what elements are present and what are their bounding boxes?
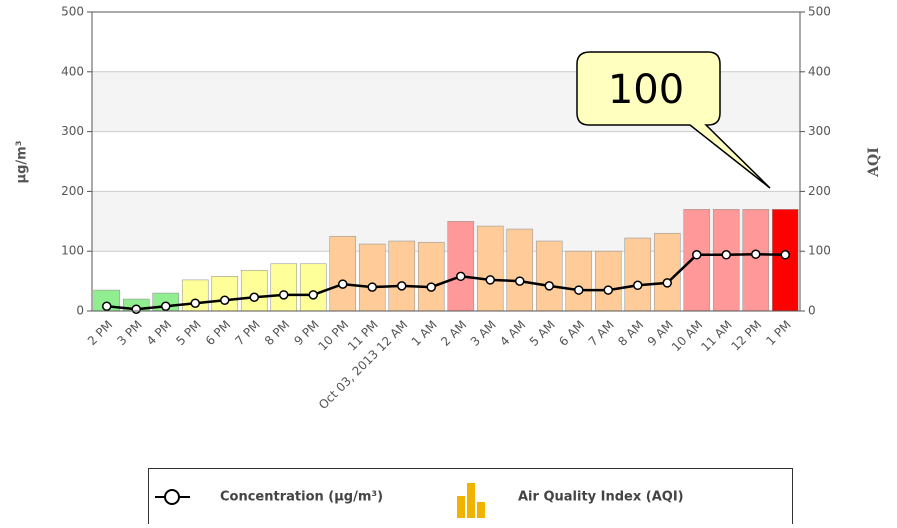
x-tick-label: 3 PM (114, 318, 144, 348)
line (106, 252, 786, 311)
legend-label: Concentration (µg/m³) (220, 490, 383, 505)
bar (506, 228, 534, 312)
point (485, 275, 495, 285)
point (721, 250, 731, 260)
x-tick-label: 4 AM (497, 318, 528, 349)
legend-label: Air Quality Index (AQI) (518, 490, 684, 505)
point (662, 278, 672, 288)
y2-tick-label: 100 (808, 244, 831, 258)
bar (211, 276, 239, 312)
legend-bar-icon (457, 496, 465, 518)
point (131, 304, 141, 314)
bar (712, 209, 740, 312)
y-tick-label: 0 (76, 304, 84, 318)
bar (388, 240, 416, 312)
point (426, 282, 436, 292)
bar (358, 243, 386, 312)
point (574, 285, 584, 295)
bar (742, 209, 770, 312)
bar (270, 263, 298, 312)
legend-line-icon (164, 489, 180, 505)
y2-tick-label: 300 (808, 124, 831, 138)
x-tick-label: 6 AM (556, 318, 587, 349)
x-tick-label: 10 AM (669, 318, 706, 355)
point (367, 282, 377, 292)
x-tick-label: 1 AM (409, 318, 440, 349)
legend-bar-icon (467, 483, 475, 518)
y2-axis-label: AQI (866, 147, 882, 178)
x-tick-label: 2 AM (438, 318, 469, 349)
point (308, 290, 318, 300)
point (190, 298, 200, 308)
y-tick-label: 100 (61, 244, 84, 258)
point (249, 292, 259, 302)
bar (565, 250, 593, 312)
bar (771, 209, 799, 312)
point (692, 250, 702, 260)
point (279, 290, 289, 300)
x-tick-label: 5 PM (173, 318, 203, 348)
x-tick-label: 7 AM (586, 318, 617, 349)
callout (576, 51, 771, 189)
point (220, 295, 230, 305)
point (515, 276, 525, 286)
bar (535, 240, 563, 312)
bar (240, 270, 268, 312)
bar (299, 263, 327, 312)
bar (417, 241, 445, 312)
y-tick-label: 400 (61, 64, 84, 78)
bar (653, 232, 681, 312)
y2-tick-label: 400 (808, 64, 831, 78)
y2-tick-label: 500 (808, 5, 831, 19)
x-tick-label: 12 PM (729, 318, 765, 354)
bar (476, 225, 504, 312)
x-tick-label: 2 PM (85, 318, 115, 348)
callout-text: 100 (608, 67, 684, 113)
y-axis-label: µg/m³ (15, 141, 30, 184)
bar (329, 235, 357, 312)
x-tick-label: 4 PM (144, 318, 174, 348)
band (92, 191, 800, 251)
bar (447, 221, 475, 312)
x-tick-label: 10 PM (316, 318, 352, 354)
x-tick-label: 3 AM (468, 318, 499, 349)
point (338, 279, 348, 289)
bar (594, 250, 622, 312)
bar (683, 209, 711, 312)
point (456, 271, 466, 282)
y2-tick-label: 200 (808, 184, 831, 198)
point (102, 301, 112, 311)
y-tick-label: 300 (61, 124, 84, 138)
y-tick-label: 500 (61, 5, 84, 19)
y-tick-label: 200 (61, 184, 84, 198)
point (544, 281, 554, 291)
point (751, 249, 761, 259)
point (161, 301, 171, 311)
x-tick-label: 5 AM (527, 318, 558, 349)
point (780, 250, 790, 260)
x-tick-label: 8 PM (262, 318, 292, 348)
x-tick-label: 6 PM (203, 318, 233, 348)
point (397, 281, 407, 291)
x-tick-label: 7 PM (232, 318, 262, 348)
y2-tick-label: 0 (808, 304, 816, 318)
x-tick-label: 11 AM (698, 318, 735, 355)
point (603, 285, 613, 295)
bar (624, 237, 652, 312)
x-tick-label: 1 PM (763, 318, 793, 348)
point (633, 280, 643, 291)
legend-bar-icon (477, 502, 485, 518)
x-tick-label: 8 AM (615, 318, 646, 349)
